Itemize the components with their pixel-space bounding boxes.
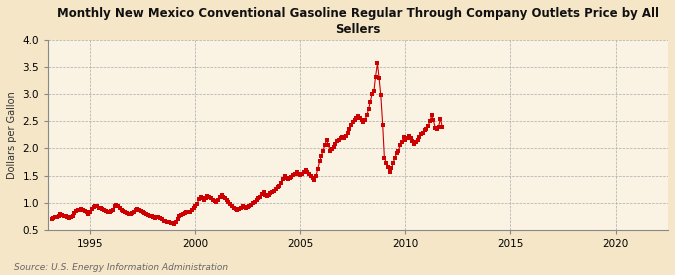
Y-axis label: Dollars per Gallon: Dollars per Gallon xyxy=(7,91,17,179)
Title: Monthly New Mexico Conventional Gasoline Regular Through Company Outlets Price b: Monthly New Mexico Conventional Gasoline… xyxy=(57,7,659,36)
Text: Source: U.S. Energy Information Administration: Source: U.S. Energy Information Administ… xyxy=(14,263,227,272)
